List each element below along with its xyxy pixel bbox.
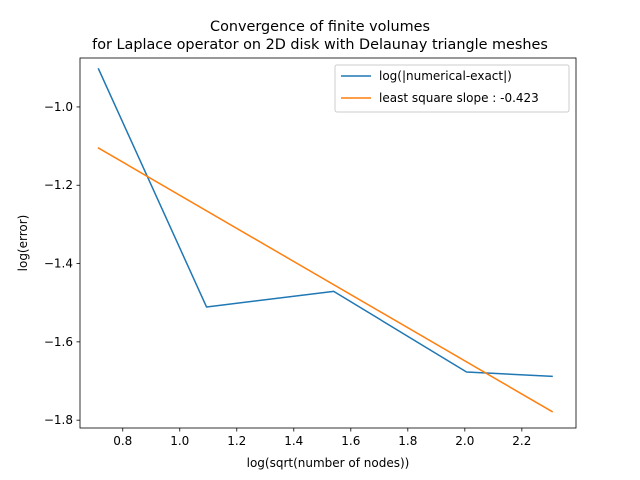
legend-box (334, 64, 570, 113)
axes-frame (79, 57, 577, 429)
y-axis-label: log(error) (16, 215, 30, 272)
y-tick-label: −1.8 (44, 413, 73, 427)
x-tick-label: 2.2 (512, 434, 531, 448)
x-tick-label: 1.0 (170, 434, 189, 448)
y-tick-label: −1.4 (44, 257, 73, 271)
plot-area (79, 57, 577, 429)
y-tick-label: −1.6 (44, 335, 73, 349)
y-tick-label: −1.2 (44, 178, 73, 192)
legend-label-series-1: log(|numerical-exact|) (379, 69, 512, 83)
x-tick-label: 1.4 (284, 434, 303, 448)
x-tick-label: 1.8 (398, 434, 417, 448)
legend-label-series-2: least square slope : -0.423 (379, 91, 539, 105)
chart-title-line-2: for Laplace operator on 2D disk with Del… (92, 37, 548, 53)
x-axis: 0.8 1.0 1.2 1.4 1.6 1.8 2.0 2.2 (113, 428, 531, 448)
x-axis-label: log(sqrt(number of nodes)) (247, 456, 410, 470)
series-layer (97, 67, 554, 413)
chart-title-line-1: Convergence of finite volumes (210, 19, 430, 35)
y-tick-label: −1.0 (44, 100, 73, 114)
x-tick-label: 2.0 (455, 434, 474, 448)
y-axis: −1.8 −1.6 −1.4 −1.2 −1.0 (44, 100, 80, 427)
series-line-2 (97, 147, 554, 413)
legend: log(|numerical-exact|) least square slop… (334, 64, 570, 113)
x-tick-label: 1.2 (227, 434, 246, 448)
series-line-1 (97, 67, 553, 378)
x-tick-label: 0.8 (113, 434, 132, 448)
x-tick-label: 1.6 (341, 434, 360, 448)
